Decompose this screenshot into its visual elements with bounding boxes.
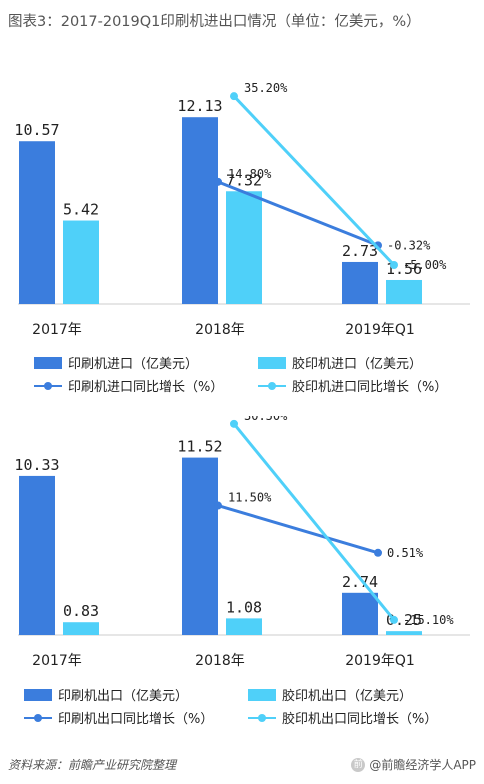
- x-tick-label: 2017年: [32, 322, 82, 338]
- growth-point: [390, 615, 398, 624]
- legend-item-import-bar-blue: 印刷机进口（亿美元）: [34, 353, 198, 372]
- export-legend: 印刷机出口（亿美元） 胶印机出口（亿美元） 印刷机出口同比增长（%） 胶印机出口…: [0, 682, 484, 732]
- legend-item-export-bar-blue: 印刷机出口（亿美元）: [24, 685, 188, 704]
- bar-blue: [342, 592, 378, 635]
- legend-item-import-line-blue: 印刷机进口同比增长（%）: [34, 376, 223, 395]
- bar-blue: [19, 475, 55, 635]
- growth-point: [230, 92, 238, 101]
- legend-line-marker-blue: [24, 712, 52, 724]
- brand: 前 @前瞻经济学人APP: [351, 756, 476, 773]
- growth-value-label: -0.32%: [387, 238, 431, 252]
- bar-cyan: [386, 631, 422, 635]
- legend-label: 胶印机出口同比增长（%）: [282, 712, 438, 727]
- legend-line-marker-cyan: [248, 712, 276, 724]
- legend-label: 胶印机进口（亿美元）: [292, 357, 423, 372]
- bar-value-label: 2.74: [342, 573, 378, 591]
- bar-value-label: 2.73: [342, 242, 378, 260]
- bar-value-label: 11.52: [177, 438, 222, 456]
- legend-swatch-blue: [34, 356, 62, 369]
- legend-label: 印刷机进口（亿美元）: [68, 357, 199, 372]
- bar-value-label: 1.08: [226, 598, 262, 616]
- growth-line-blue: [217, 180, 379, 247]
- growth-point: [390, 261, 398, 269]
- bar-value-label: 7.32: [226, 171, 262, 189]
- bar-cyan: [63, 220, 99, 304]
- legend-item-import-bar-cyan: 胶印机进口（亿美元）: [258, 353, 422, 372]
- source-note: 资料来源：前瞻产业研究院整理: [8, 758, 177, 772]
- bar-blue: [182, 117, 218, 304]
- legend-swatch-blue: [24, 688, 52, 701]
- bar-blue: [182, 457, 218, 635]
- legend-item-export-line-blue: 印刷机出口同比增长（%）: [24, 708, 213, 727]
- chart-title: 图表3：2017-2019Q1印刷机进出口情况（单位：亿美元，%）: [8, 14, 421, 30]
- brand-text: @前瞻经济学人APP: [369, 758, 476, 772]
- legend-line-marker-cyan: [258, 380, 286, 392]
- legend-label: 印刷机进口同比增长（%）: [68, 380, 224, 395]
- footer: 资料来源：前瞻产业研究院整理 前 @前瞻经济学人APP: [0, 752, 484, 784]
- legend-item-export-bar-cyan: 胶印机出口（亿美元）: [248, 685, 412, 704]
- brand-logo-icon: 前: [351, 757, 366, 772]
- growth-point: [374, 548, 382, 557]
- growth-value-label: -15.10%: [403, 613, 454, 627]
- legend-swatch-cyan: [258, 356, 286, 369]
- growth-point: [230, 419, 238, 428]
- legend-label: 胶印机出口（亿美元）: [282, 689, 413, 704]
- legend-line-marker-blue: [34, 380, 62, 392]
- growth-value-label: 14.80%: [228, 167, 272, 181]
- legend-label: 印刷机出口同比增长（%）: [58, 712, 214, 727]
- growth-line-cyan: [232, 422, 396, 621]
- bar-blue: [342, 261, 378, 304]
- bar-value-label: 5.42: [63, 201, 99, 219]
- legend-label: 印刷机出口（亿美元）: [58, 689, 189, 704]
- growth-value-label: 30.50%: [244, 416, 288, 423]
- bar-value-label: 0.83: [63, 602, 99, 620]
- bar-cyan: [63, 622, 99, 635]
- bar-value-label: 10.33: [14, 456, 59, 474]
- growth-value-label: 0.51%: [387, 546, 424, 560]
- bar-blue: [19, 141, 55, 304]
- growth-point: [214, 501, 222, 510]
- growth-value-label: -5.00%: [403, 258, 447, 272]
- x-tick-label: 2019年Q1: [345, 322, 415, 338]
- x-tick-label: 2019年Q1: [345, 653, 415, 669]
- growth-value-label: 35.20%: [244, 81, 288, 95]
- bar-value-label: 0.25: [386, 611, 422, 629]
- legend-label: 胶印机进口同比增长（%）: [292, 380, 448, 395]
- legend-swatch-cyan: [248, 688, 276, 701]
- import-chart: 2017年 2018年 2019年Q1 10.57 12.13 2.73 5.42 7.321…: [14, 81, 470, 338]
- bar-cyan: [386, 279, 422, 304]
- bar-value-label: 10.57: [14, 121, 59, 139]
- growth-point: [214, 177, 222, 186]
- bar-value-label: 12.13: [177, 97, 222, 115]
- x-tick-label: 2017年: [32, 653, 82, 669]
- import-legend: 印刷机进口（亿美元） 胶印机进口（亿美元） 印刷机进口同比增长（%） 胶印机进口…: [0, 350, 484, 400]
- growth-line-blue: [217, 504, 379, 555]
- bar-cyan: [226, 618, 262, 635]
- export-chart: 2017年 2018年 2019年Q1 10.33 11.52 2.74 0.83 1.08 0…: [14, 416, 470, 669]
- x-tick-label: 2018年: [195, 322, 245, 338]
- legend-item-import-line-cyan: 胶印机进口同比增长（%）: [258, 376, 447, 395]
- growth-value-label: 11.50%: [228, 491, 272, 505]
- growth-line-cyan: [232, 95, 396, 267]
- legend-item-export-line-cyan: 胶印机出口同比增长（%）: [248, 708, 437, 727]
- x-tick-label: 2018年: [195, 653, 245, 669]
- bar-cyan: [226, 191, 262, 304]
